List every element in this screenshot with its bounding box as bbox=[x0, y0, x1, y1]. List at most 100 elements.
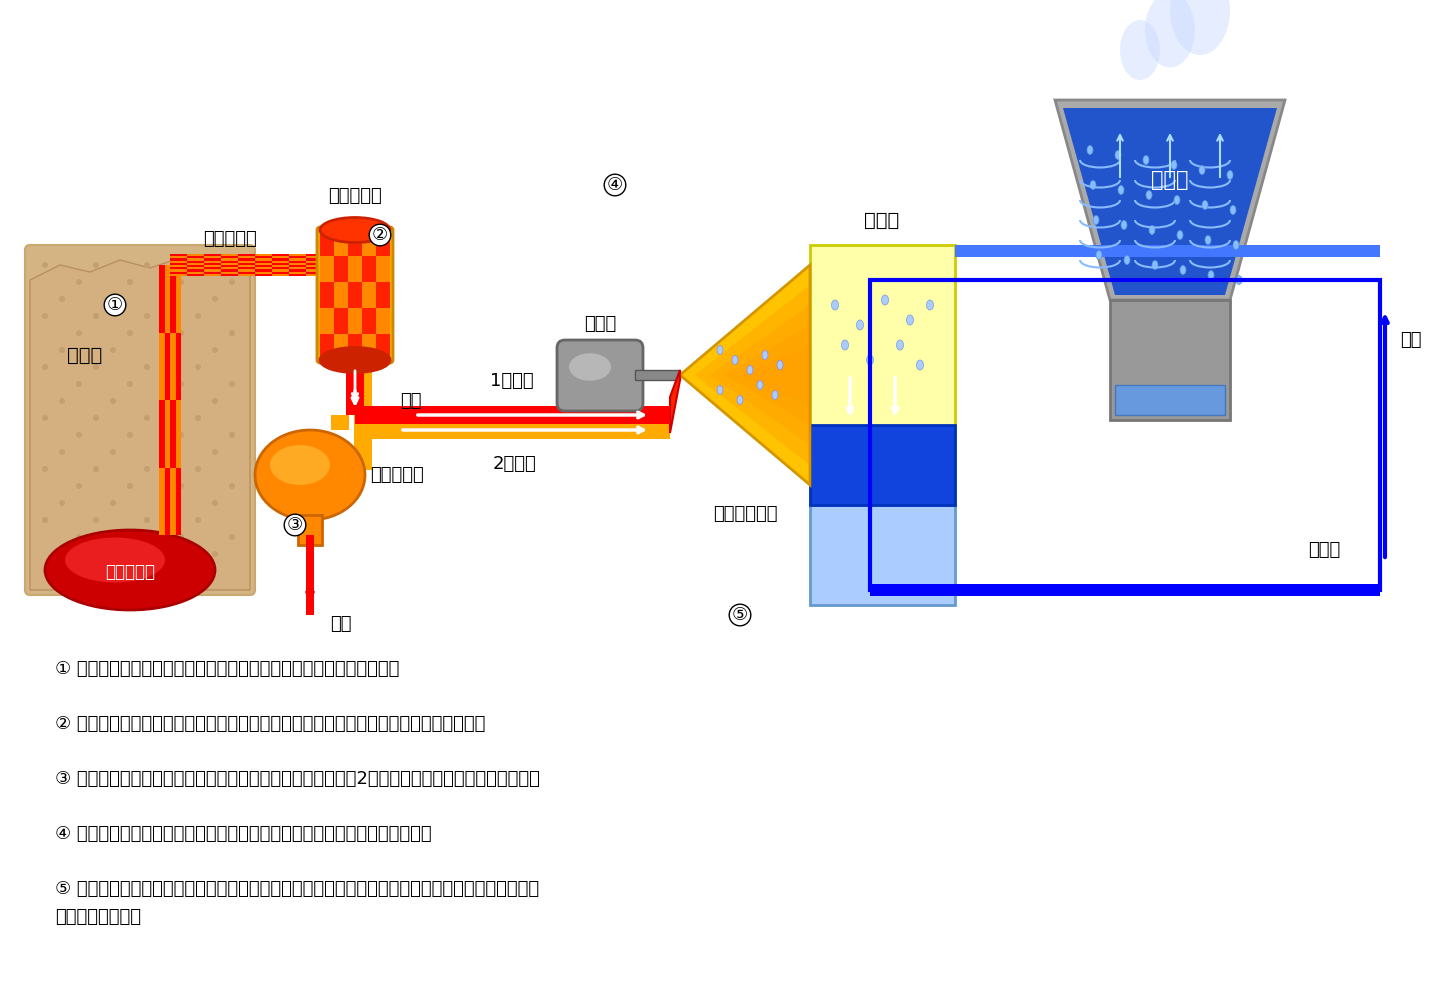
Circle shape bbox=[229, 279, 235, 285]
FancyBboxPatch shape bbox=[25, 245, 255, 595]
Bar bbox=[271, 265, 289, 267]
Circle shape bbox=[144, 517, 149, 523]
Bar bbox=[255, 254, 271, 256]
FancyBboxPatch shape bbox=[955, 245, 1380, 257]
Bar bbox=[324, 261, 340, 263]
Ellipse shape bbox=[1093, 216, 1098, 225]
Bar bbox=[289, 258, 306, 261]
Text: 冷却に使用する。: 冷却に使用する。 bbox=[55, 908, 141, 926]
Bar bbox=[160, 400, 164, 468]
Bar bbox=[205, 258, 221, 261]
Ellipse shape bbox=[1236, 275, 1242, 284]
Circle shape bbox=[178, 483, 184, 489]
Ellipse shape bbox=[1201, 200, 1209, 210]
Bar bbox=[221, 269, 238, 272]
Text: ④ 蔷気を復水器に向かって膟張させながらタービンを回転させ、発電する。: ④ 蔷気を復水器に向かって膟張させながらタービンを回転させ、発電する。 bbox=[55, 825, 431, 843]
Bar bbox=[238, 263, 255, 265]
Bar bbox=[221, 272, 238, 274]
Polygon shape bbox=[1055, 100, 1286, 300]
Circle shape bbox=[194, 262, 202, 268]
Bar bbox=[238, 254, 255, 256]
Circle shape bbox=[128, 534, 133, 540]
Bar bbox=[376, 334, 390, 360]
Bar bbox=[170, 256, 187, 258]
Bar bbox=[164, 400, 170, 468]
Circle shape bbox=[178, 381, 184, 387]
Circle shape bbox=[110, 296, 116, 302]
FancyBboxPatch shape bbox=[331, 415, 350, 430]
Ellipse shape bbox=[737, 395, 743, 404]
Bar bbox=[164, 332, 170, 400]
Bar bbox=[376, 282, 390, 308]
Bar bbox=[306, 267, 324, 269]
Bar bbox=[221, 258, 238, 261]
Ellipse shape bbox=[1090, 180, 1096, 190]
Text: ④: ④ bbox=[607, 176, 622, 194]
Bar bbox=[271, 254, 289, 256]
Circle shape bbox=[229, 534, 235, 540]
Circle shape bbox=[93, 262, 99, 268]
Circle shape bbox=[59, 449, 65, 455]
Text: 冷却水: 冷却水 bbox=[1307, 541, 1341, 559]
Bar bbox=[361, 308, 376, 334]
Bar bbox=[334, 256, 348, 282]
Bar bbox=[306, 258, 324, 261]
Bar bbox=[289, 274, 306, 276]
Circle shape bbox=[161, 398, 167, 404]
Bar bbox=[271, 267, 289, 269]
Circle shape bbox=[229, 330, 235, 336]
Bar bbox=[289, 256, 306, 258]
Circle shape bbox=[194, 466, 202, 472]
Text: ① 地熱貯留層に生産井を掘り、地熱流体（蔷気・熱水）を取り出す。: ① 地熱貯留層に生産井を掘り、地熱流体（蔷気・熱水）を取り出す。 bbox=[55, 660, 399, 678]
Text: 決水分離器: 決水分離器 bbox=[328, 187, 382, 205]
Ellipse shape bbox=[772, 390, 778, 399]
Circle shape bbox=[59, 551, 65, 557]
Ellipse shape bbox=[1146, 190, 1152, 200]
Circle shape bbox=[194, 364, 202, 370]
Bar bbox=[321, 256, 334, 282]
Bar bbox=[255, 256, 271, 258]
Bar bbox=[321, 308, 334, 334]
Bar bbox=[170, 265, 187, 267]
Bar bbox=[334, 308, 348, 334]
Bar bbox=[324, 265, 340, 267]
Bar bbox=[297, 515, 322, 545]
Text: 配湯: 配湯 bbox=[329, 615, 351, 633]
Bar bbox=[221, 261, 238, 263]
Bar bbox=[289, 261, 306, 263]
Bar bbox=[176, 468, 181, 535]
Ellipse shape bbox=[1087, 145, 1093, 154]
Bar bbox=[306, 261, 324, 263]
Bar bbox=[289, 267, 306, 269]
Bar bbox=[348, 308, 361, 334]
Ellipse shape bbox=[1171, 160, 1177, 169]
Bar bbox=[187, 274, 205, 276]
Bar bbox=[348, 282, 361, 308]
Bar bbox=[205, 272, 221, 274]
Circle shape bbox=[75, 534, 83, 540]
Bar bbox=[238, 261, 255, 263]
Circle shape bbox=[194, 517, 202, 523]
Text: ③: ③ bbox=[287, 516, 303, 534]
Bar bbox=[324, 267, 340, 269]
Text: 減圧気化器: 減圧気化器 bbox=[370, 466, 424, 484]
Bar bbox=[170, 468, 176, 535]
Circle shape bbox=[128, 330, 133, 336]
Ellipse shape bbox=[1170, 0, 1230, 55]
Bar bbox=[271, 258, 289, 261]
Circle shape bbox=[75, 279, 83, 285]
Circle shape bbox=[93, 313, 99, 319]
Bar bbox=[205, 267, 221, 269]
Bar bbox=[324, 256, 340, 258]
Bar bbox=[361, 230, 376, 256]
Ellipse shape bbox=[747, 365, 753, 374]
Bar bbox=[238, 258, 255, 261]
Bar bbox=[187, 263, 205, 265]
Bar bbox=[187, 261, 205, 263]
Bar bbox=[176, 265, 181, 332]
Circle shape bbox=[144, 415, 149, 421]
Circle shape bbox=[212, 398, 218, 404]
FancyBboxPatch shape bbox=[316, 227, 393, 363]
Ellipse shape bbox=[1199, 165, 1204, 174]
Bar bbox=[306, 274, 324, 276]
